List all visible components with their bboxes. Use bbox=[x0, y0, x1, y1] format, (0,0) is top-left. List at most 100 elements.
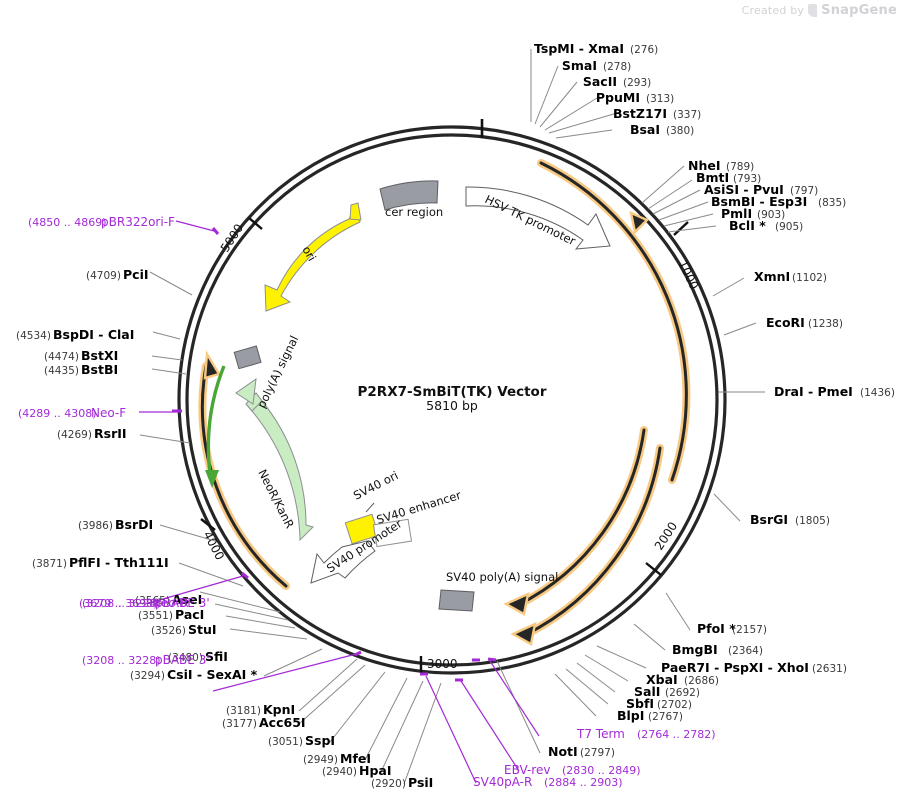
label-pos: (3480) bbox=[168, 652, 203, 664]
label-pos: (293) bbox=[623, 77, 651, 89]
feature-label-ori: ori bbox=[299, 244, 319, 264]
label-pos: (276) bbox=[630, 44, 658, 56]
label-enzymes: NotI bbox=[548, 744, 578, 759]
label-pos: (3565) bbox=[135, 595, 170, 607]
label-enzymes: HpaI bbox=[359, 763, 392, 778]
label-enzymes: MfeI bbox=[340, 751, 371, 766]
leader-lines bbox=[139, 49, 765, 785]
label-group-upper-right: NheI (789) BmtI (793) AsiSI - PvuI (797)… bbox=[688, 158, 846, 233]
label-group-lower-right: PfoI * (2157) BmgBI (2364) PaeR7I - PspX… bbox=[617, 621, 847, 723]
primer-range: (3208 .. 3228) bbox=[82, 597, 161, 610]
label-pos: (903) bbox=[757, 209, 785, 221]
label-enzymes: Acc65I bbox=[259, 715, 306, 730]
label-enzymes: KpnI bbox=[263, 702, 295, 717]
primer-name: Neo-R bbox=[152, 596, 189, 610]
label-enzymes: PsiI bbox=[408, 775, 433, 790]
label-pos: (789) bbox=[726, 161, 754, 173]
feature-label-cer-region: cer region bbox=[385, 205, 443, 219]
tick-label-1000: 1000 bbox=[675, 258, 701, 292]
primer-range: (4289 .. 4308) bbox=[18, 407, 97, 420]
primer-range: (4850 .. 4869) bbox=[28, 216, 107, 229]
label-enzymes: PmlI bbox=[721, 206, 752, 221]
tick-label-3000: 3000 bbox=[427, 657, 458, 671]
snapgene-watermark: Created by SnapGene bbox=[742, 3, 897, 18]
primer-range: (2764 .. 2782) bbox=[637, 728, 716, 741]
label-pos: (2686) bbox=[684, 675, 719, 687]
label-pos: (2920) bbox=[371, 778, 406, 790]
label-pos: (4474) bbox=[44, 351, 79, 363]
label-group-left-primers: (3208 .. 3228) pBABE 3' (3679 .. 3698) N… bbox=[18, 215, 210, 610]
label-enzymes: PacI bbox=[175, 607, 204, 622]
label-enzymes: AseI bbox=[172, 592, 202, 607]
label-pos: (835) bbox=[818, 197, 846, 209]
label-pos: (3526) bbox=[151, 625, 186, 637]
label-pos: (4435) bbox=[44, 365, 79, 377]
label-pos: (3551) bbox=[138, 610, 173, 622]
label-pos: (2949) bbox=[303, 754, 338, 766]
label-pos: (1805) bbox=[795, 515, 830, 527]
label-group-right: XmnI (1102) EcoRI (1238) DraI - PmeI (14… bbox=[750, 269, 895, 527]
label-enzymes: BstBI bbox=[81, 362, 118, 377]
feature-sv40-polya-signal: SV40 poly(A) signal bbox=[438, 570, 558, 612]
primer-range-pbabe: (3208 .. 3228) bbox=[82, 654, 161, 667]
label-pos: (4709) bbox=[86, 270, 121, 282]
feature-label-sv40-enhancer: SV40 enhancer bbox=[375, 488, 463, 527]
label-pos: (278) bbox=[603, 61, 631, 73]
label-enzymes: RsrII bbox=[94, 426, 127, 441]
primer-site-marks bbox=[172, 227, 497, 682]
label-group-lower-left: (3294) CsiI - SexAI * (3480) SfiI (3526)… bbox=[32, 517, 258, 682]
label-pos: (1436) bbox=[860, 387, 895, 399]
watermark-brand: SnapGene bbox=[821, 3, 897, 18]
label-pos: (2157) bbox=[732, 624, 767, 636]
label-enzymes: AsiSI - PvuI bbox=[704, 182, 784, 197]
label-pos: (2702) bbox=[657, 699, 692, 711]
feature-label-sv40-polya-signal: SV40 poly(A) signal bbox=[446, 570, 558, 584]
label-row: TspMI - XmaI bbox=[534, 41, 624, 56]
label-pos: (2940) bbox=[322, 766, 357, 778]
primer-name: pBR322ori-F bbox=[101, 215, 175, 229]
label-pos: (3181) bbox=[226, 705, 261, 717]
label-enzymes: CsiI - SexAI * bbox=[167, 667, 258, 682]
label-enzymes: BsrDI bbox=[115, 517, 153, 532]
feature-ori: ori bbox=[264, 202, 362, 312]
label-enzymes: BspDI - ClaI bbox=[53, 327, 134, 342]
label-enzymes: EcoRI bbox=[766, 315, 805, 330]
label-enzymes: BclI * bbox=[729, 218, 766, 233]
snapgene-logo-icon bbox=[808, 4, 818, 17]
label-enzymes: NheI bbox=[688, 158, 721, 173]
primer-name: pBABE 3' bbox=[155, 596, 210, 610]
primer-name-pbabe: pBABE 3' bbox=[155, 653, 210, 667]
label-pos: (2692) bbox=[665, 687, 700, 699]
label-enzymes: SbfI bbox=[626, 696, 654, 711]
label-enzymes: DraI - PmeI bbox=[774, 384, 853, 399]
label-enzymes: SalI bbox=[634, 684, 660, 699]
plasmid-backbone bbox=[177, 125, 727, 675]
label-pos: (1102) bbox=[792, 272, 827, 284]
label-enzymes: PflFI - Tth111I bbox=[69, 555, 169, 570]
label-row: BstZ17I bbox=[613, 106, 667, 121]
plasmid-size: 5810 bp bbox=[426, 398, 478, 413]
feature-cer-region: cer region bbox=[379, 180, 443, 219]
tick-label-2000: 2000 bbox=[652, 519, 680, 552]
feature-label-sv40-ori: SV40 ori bbox=[351, 468, 401, 502]
plasmid-title-block: P2RX7-SmBiT(TK) Vector 5810 bp bbox=[358, 384, 547, 413]
primer-name: Neo-F bbox=[91, 406, 126, 420]
label-row: PpuMI bbox=[596, 90, 640, 105]
label-pos: (3294) bbox=[130, 670, 165, 682]
primer-range: (3679 .. 3698) bbox=[79, 597, 158, 610]
primer-range: (2884 .. 2903) bbox=[544, 776, 623, 789]
label-enzymes: BsmBI - Esp3I bbox=[711, 194, 807, 209]
label-pos: (905) bbox=[775, 221, 803, 233]
label-enzymes: PfoI * bbox=[697, 621, 736, 636]
label-pos: (2631) bbox=[812, 663, 847, 675]
label-pos: (797) bbox=[790, 185, 818, 197]
primer-name: EBV-rev bbox=[504, 763, 550, 777]
plasmid-name: P2RX7-SmBiT(TK) Vector bbox=[358, 384, 547, 400]
label-enzymes: SspI bbox=[305, 733, 335, 748]
label-enzymes: BstXI bbox=[81, 348, 118, 363]
primer-name: SV40pA-R bbox=[473, 775, 532, 789]
label-pos: (2364) bbox=[728, 645, 763, 657]
label-group-top: TspMI - XmaI (276) SmaI (278) SacII (293… bbox=[534, 41, 701, 137]
feature-label-polya-signal: poly(A) signal bbox=[254, 333, 301, 410]
